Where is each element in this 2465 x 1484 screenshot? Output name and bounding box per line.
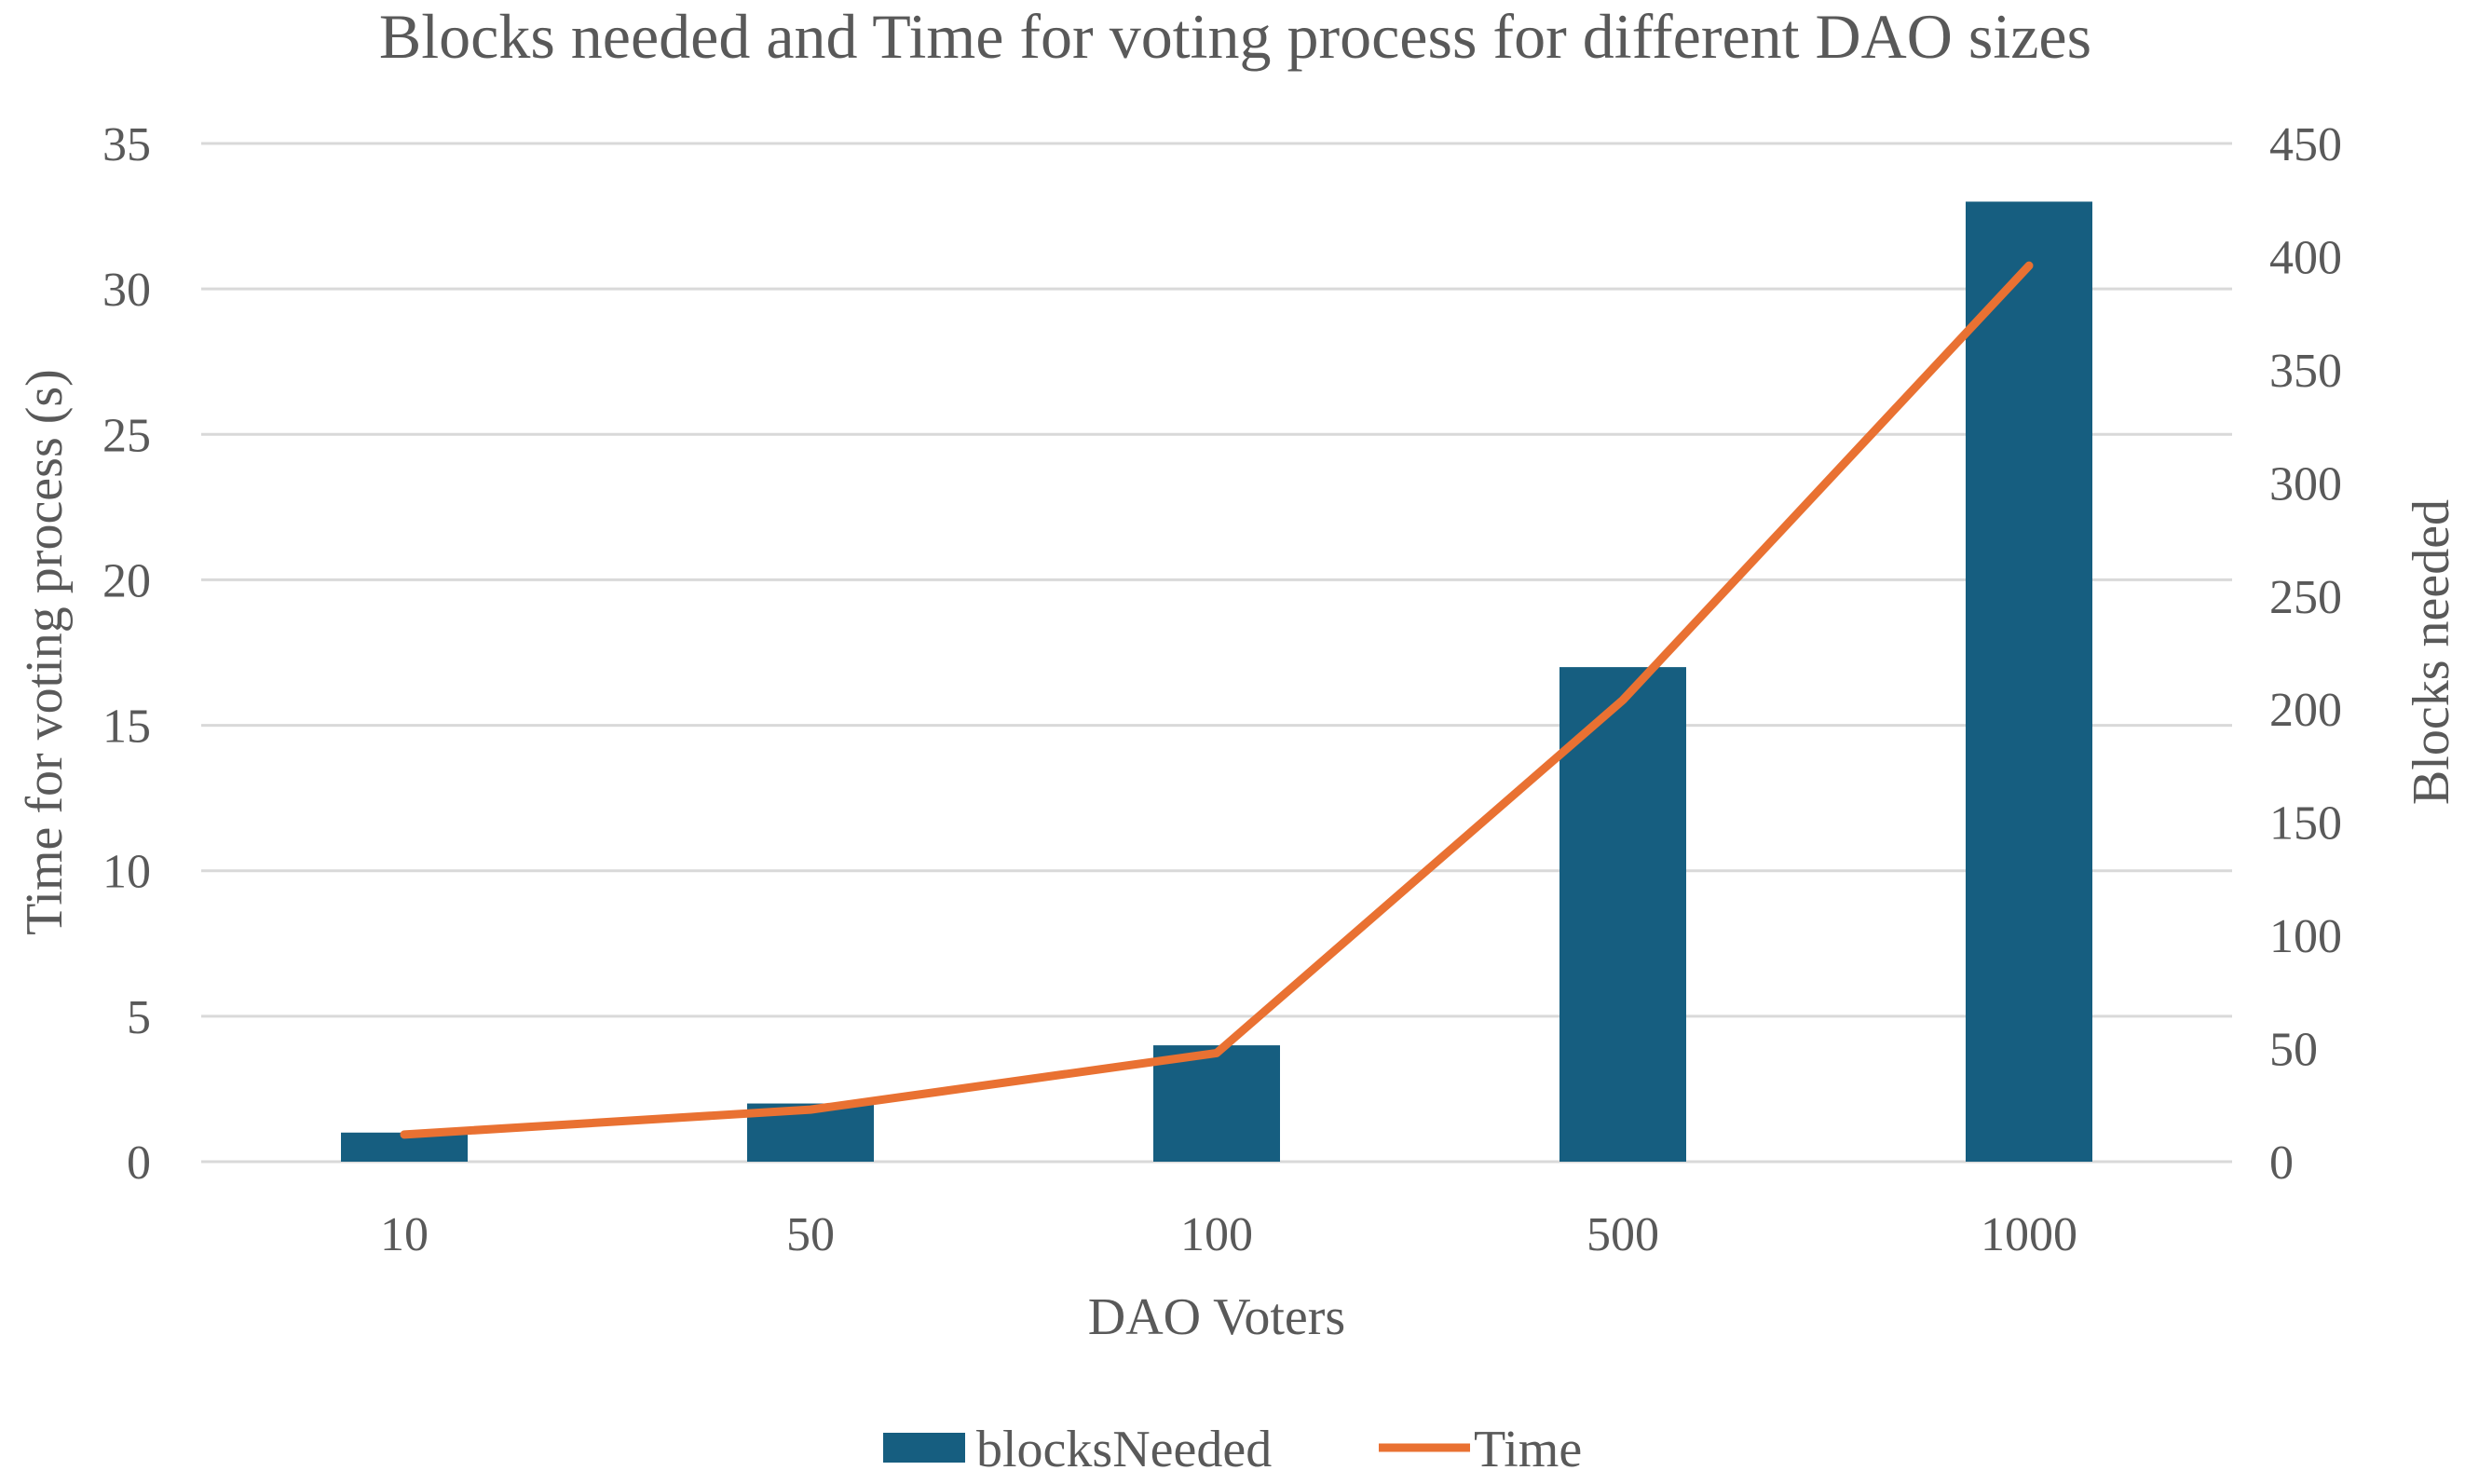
bar-500 [1559,667,1686,1162]
x-tick-label: 10 [380,1208,429,1261]
left-tick-label: 0 [127,1137,151,1190]
bar-1000 [1966,201,2092,1162]
time-line [400,261,2034,1139]
chart-title: Blocks needed and Time for voting proces… [379,1,2091,72]
left-tick-label: 35 [102,118,151,171]
right-tick-label: 100 [2269,910,2342,963]
x-tick-label: 500 [1587,1208,1659,1261]
left-axis-ticks: 0 5 10 15 20 25 30 35 [102,118,151,1190]
x-tick-label: 100 [1180,1208,1253,1261]
right-tick-label: 0 [2269,1137,2294,1190]
left-tick-label: 30 [102,264,151,317]
x-axis-title: DAO Voters [1088,1288,1345,1346]
left-axis-title: Time for voting process (s) [16,369,74,935]
left-tick-label: 10 [102,846,151,899]
legend-label-line: Time [1474,1421,1582,1478]
right-tick-label: 150 [2269,797,2342,851]
right-tick-label: 250 [2269,571,2342,624]
gridlines [201,142,2232,1164]
left-tick-label: 20 [102,554,151,607]
line-series [400,261,2034,1139]
right-tick-label: 200 [2269,684,2342,737]
legend-swatch-bar [883,1433,965,1463]
right-tick-label: 50 [2269,1024,2318,1077]
right-tick-label: 450 [2269,118,2342,171]
left-tick-label: 25 [102,409,151,462]
left-tick-label: 15 [102,701,151,754]
legend-label-bar: blocksNeeded [976,1421,1272,1478]
right-tick-label: 300 [2269,457,2342,511]
left-tick-label: 5 [127,991,151,1044]
right-tick-label: 350 [2269,345,2342,398]
bar-100 [1153,1045,1280,1162]
x-axis-ticks: 10 50 100 500 1000 [380,1208,2077,1261]
x-tick-label: 50 [786,1208,835,1261]
x-tick-label: 1000 [1981,1208,2077,1261]
right-axis-ticks: 0 50 100 150 200 250 300 350 400 450 [2269,118,2342,1190]
legend: blocksNeeded Time [883,1421,1582,1478]
bars [341,201,2092,1162]
right-axis-title: Blocks needed [2403,499,2460,805]
right-tick-label: 400 [2269,231,2342,284]
